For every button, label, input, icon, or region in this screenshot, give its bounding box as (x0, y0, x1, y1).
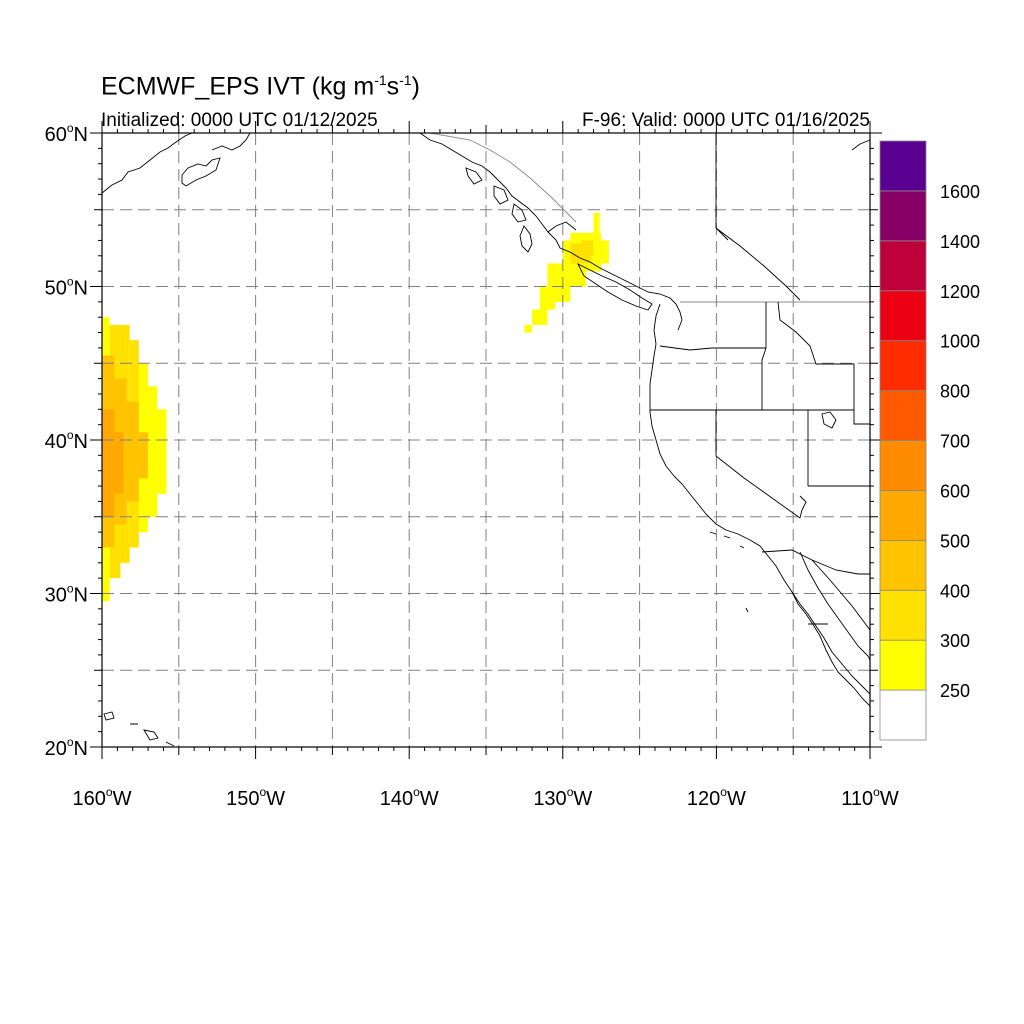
lon-label-110: 110oW (841, 785, 899, 810)
hudson-corner (851, 139, 870, 151)
lon-label-140: 140oW (380, 785, 439, 810)
colorbar-label-500: 500 (940, 531, 970, 551)
alaska-islands-3 (511, 203, 527, 223)
southeast-alaska-coast (419, 133, 577, 233)
vancouver-island (576, 262, 653, 311)
colorbar-swatch-6 (879, 390, 927, 441)
colorbar: 250 300 400 500 600 700 800 1000 1200 1400 1600 (879, 140, 980, 741)
colorbar-label-400: 400 (940, 581, 970, 601)
colorbar-swatch-1 (879, 639, 927, 691)
colorbar-swatch-0 (879, 689, 927, 741)
ivt-cell-west-10 (138, 432, 149, 479)
ivt-cell-west-12 (114, 432, 124, 494)
axis-ticks (90, 121, 882, 759)
kodiak-island (181, 157, 221, 187)
ivt-cell-bc-1 (532, 309, 548, 325)
colorbar-swatch-9 (879, 240, 927, 292)
bc-border-line (429, 133, 577, 223)
alberta-bc-border (715, 227, 729, 241)
longitude-labels: 160oW 150oW 140oW 130oW 120oW 110oW (73, 785, 899, 810)
colorbar-swatch-3 (879, 539, 927, 591)
colorbar-label-700: 700 (940, 432, 970, 452)
colorbar-swatch-2 (879, 589, 927, 641)
us-west-coast (649, 303, 870, 695)
baja-peninsula (791, 591, 870, 707)
colorbar-label-1600: 1600 (940, 182, 980, 202)
colorbar-swatch-7 (879, 340, 927, 391)
ivt-cell-west-11 (102, 409, 115, 517)
colorbar-label-250: 250 (940, 681, 970, 701)
gulf-of-california (799, 551, 870, 661)
ivt-shading (102, 212, 609, 602)
bc-mainland-coast (547, 231, 683, 331)
lon-label-120: 120oW (687, 785, 746, 810)
us-mexico-border (761, 549, 870, 575)
colorbar-label-1000: 1000 (940, 332, 980, 352)
alaska-peninsula (102, 133, 193, 194)
lon-label-160: 160oW (73, 785, 132, 810)
valid-time: F-96: Valid: 0000 UTC 01/16/2025 (582, 110, 870, 131)
idaho-montana (777, 301, 870, 425)
ivt-cell-bc-0 (524, 324, 533, 333)
kenai-coast (211, 133, 251, 151)
colorbar-label-1400: 1400 (940, 232, 980, 252)
lat-label-60: 60oN (45, 121, 88, 146)
alaska-islands-2 (493, 185, 509, 205)
lat-label-40: 40oN (45, 428, 88, 453)
colorbar-swatch-11 (879, 140, 927, 192)
colorbar-label-600: 600 (940, 481, 970, 501)
washington-oregon (659, 345, 766, 351)
colorbar-label-800: 800 (940, 382, 970, 402)
colorbar-swatch-8 (879, 290, 927, 342)
guadalupe-island (745, 607, 749, 613)
great-salt-lake (821, 411, 837, 429)
lat-label-30: 30oN (45, 582, 88, 607)
graticule (102, 133, 870, 747)
california-nevada (715, 410, 801, 519)
chart-title: ECMWF_EPS IVT (kg m-1s-1) (101, 72, 420, 101)
hawaii-islands (103, 711, 175, 747)
ivt-cell-bc-9 (581, 240, 594, 256)
lat-label-50: 50oN (45, 275, 88, 300)
ivt-cell-west-5 (148, 386, 158, 517)
alaska-islands-1 (465, 167, 483, 185)
initialized-time: Initialized: 0000 UTC 01/12/2025 (101, 110, 378, 131)
idaho-west (761, 302, 767, 410)
colorbar-label-300: 300 (940, 631, 970, 651)
lon-label-150: 150oW (226, 785, 285, 810)
lon-label-130: 130oW (533, 785, 592, 810)
ivt-cell-bc-7 (593, 212, 600, 241)
channel-islands (709, 531, 745, 549)
ivt-cell-west-9 (126, 401, 139, 502)
colorbar-swatch-4 (879, 490, 927, 541)
ivt-cell-west-6 (157, 409, 167, 494)
haida-gwaii (519, 225, 533, 253)
colorbar-swatch-5 (879, 440, 927, 491)
colorbar-swatch-10 (879, 190, 927, 242)
latitude-labels: 60oN 50oN 40oN 30oN 20oN (45, 121, 88, 760)
lat-label-20: 20oN (45, 735, 88, 760)
colorado-river (799, 495, 807, 519)
coastlines (102, 133, 870, 747)
political-borders (650, 133, 870, 631)
colorbar-label-1200: 1200 (940, 282, 980, 302)
mexico-state-lines (811, 559, 870, 631)
canada-interior-border (715, 133, 801, 301)
